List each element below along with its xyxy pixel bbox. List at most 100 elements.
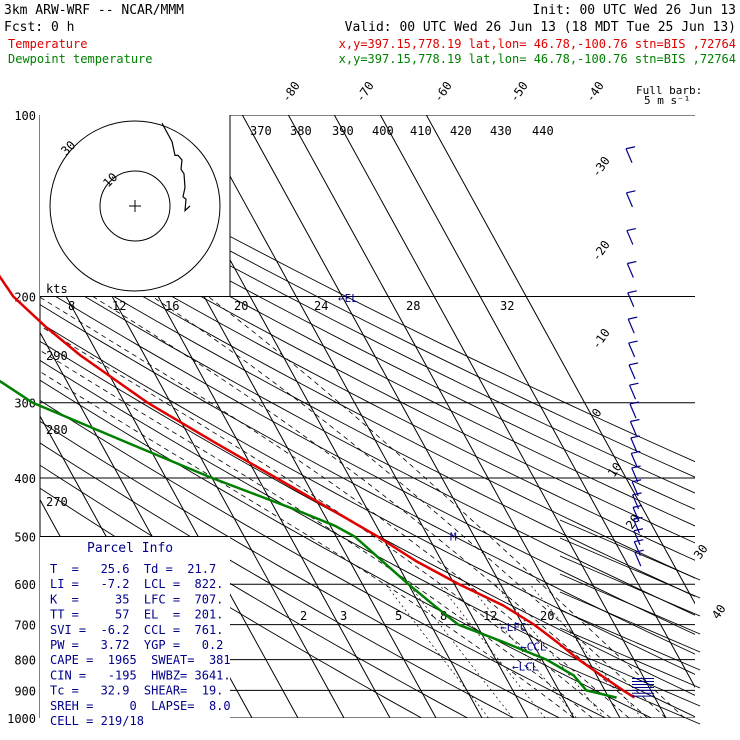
isotherm-label: 30 (691, 542, 711, 562)
dewpoint-line (0, 379, 617, 699)
isotherm-line (241, 115, 575, 718)
temperature-line (0, 274, 636, 699)
dewpoint-location-info: x,y=397.15,778.19 lat,lon= 46.78,-100.76… (339, 52, 736, 66)
theta-label: 370 (250, 124, 272, 138)
wind-barb-staff (632, 519, 641, 534)
hodograph-unit: kts (46, 282, 68, 296)
temperature-location-info: x,y=397.15,778.19 lat,lon= 46.78,-100.76… (339, 37, 736, 51)
barb-legend-line2: 5 m s⁻¹ (644, 94, 690, 107)
level-marker-lcl: ←LCL (512, 661, 539, 674)
pressure-tick-200: 200 (14, 291, 36, 305)
wind-barb-flag (629, 401, 640, 405)
init-time: Init: 00 UTC Wed 26 Jun 13 (533, 3, 737, 18)
parcel-info-rows: T = 25.6 Td = 21.7LI = -7.2 LCL = 822.K … (50, 562, 231, 728)
moist-adiabat (40, 371, 575, 718)
wind-barb-staff (631, 467, 639, 483)
wind-barb-flag (626, 190, 636, 194)
wind-barb-flag (633, 516, 643, 520)
wind-barb-flag (626, 227, 637, 232)
level-marker-lfc: ←LFC (500, 621, 527, 634)
pressure-tick-900: 900 (14, 684, 36, 698)
theta-label: 290 (46, 349, 68, 363)
wind-barb-staff (629, 421, 637, 436)
isotherm-line (425, 115, 695, 605)
wind-barb-flag (630, 435, 640, 439)
dry-adiabat (40, 359, 695, 718)
parcel-info-row: LI = -7.2 LCL = 822. (50, 577, 223, 591)
wind-barb-staff (627, 318, 635, 334)
dry-adiabat (40, 420, 560, 718)
dry-adiabat (40, 188, 695, 527)
mixing-ratio-line (438, 583, 546, 718)
theta-label: 270 (46, 495, 68, 509)
wind-barb-flag (628, 340, 638, 344)
moist-adiabat (92, 296, 648, 718)
wind-barb-staff (628, 364, 636, 380)
hodograph-speed-label: 32 (500, 299, 514, 313)
parcel-info-row: PW = 3.72 YGP = 0.2 (50, 638, 223, 652)
mixing-ratio-line (385, 583, 489, 718)
dry-adiabat (40, 130, 695, 463)
dry-adiabat (40, 322, 695, 675)
mixing-ratio-line (408, 583, 514, 718)
parcel-info-row: CIN = -195 HWBZ= 3641. (50, 668, 231, 682)
isotherm-line (379, 115, 695, 689)
isotherm-label: -10 (589, 326, 613, 352)
mixing-ratio-label: 2 (300, 609, 307, 623)
dry-adiabat (40, 340, 695, 696)
moist-adiabat (207, 296, 685, 718)
moist-adiabat (40, 296, 630, 718)
sounding-profiles: ←EL ←LFC ←CCL ←LCL M (0, 274, 636, 699)
parcel-info-row: TT = 57 EL = 201. (50, 608, 223, 622)
mixing-ratio-line (494, 583, 605, 718)
wind-barb-flag (634, 539, 644, 543)
isotherm-label: 10 (605, 460, 625, 480)
theta-label: 440 (532, 124, 554, 138)
forecast-hour: Fcst: 0 h (4, 20, 74, 35)
hodograph-trace (161, 122, 191, 213)
theta-label: 400 (372, 124, 394, 138)
wind-barb-flag (628, 362, 639, 366)
wind-barb-staff (626, 263, 634, 278)
isotherm-label: 20 (623, 512, 643, 532)
wind-barb-flag (632, 479, 642, 483)
wind-barb-staff (633, 541, 641, 556)
theta-label: 390 (332, 124, 354, 138)
pressure-tick-1000: 1000 (7, 712, 36, 726)
dewpoint-legend-label: Dewpoint temperature (8, 52, 153, 66)
isotherm-label: -30 (589, 154, 613, 180)
parcel-info-title: Parcel Info (87, 541, 173, 556)
mixing-ratio-label: 20 (540, 609, 554, 623)
wind-barb-flag (630, 418, 640, 423)
hodograph-ring (49, 120, 221, 292)
moist-adiabat (151, 296, 667, 718)
wind-barb-flag (629, 382, 639, 386)
isotherm-label: -50 (507, 79, 531, 105)
level-marker-el: ←EL (338, 292, 358, 305)
extension-line (559, 627, 701, 689)
dry-adiabat (40, 173, 695, 510)
wind-barb-staff (628, 384, 637, 400)
level-marker-m: M (450, 530, 457, 543)
wind-barb-flag (625, 146, 636, 150)
isotherm-line (333, 115, 667, 718)
mixing-ratio-label: 3 (340, 609, 347, 623)
pressure-tick-100: 100 (14, 109, 36, 123)
wind-barb-staff (633, 530, 641, 545)
wind-barb-flag (632, 492, 642, 496)
wind-barb-flag (631, 450, 641, 454)
mixing-ratio-label: 12 (483, 609, 497, 623)
isotherm-label: 40 (709, 602, 729, 622)
dry-adiabat (40, 144, 695, 478)
wind-barb-flag (627, 260, 637, 265)
hodograph-speed-label: 24 (314, 299, 328, 313)
pressure-tick-500: 500 (14, 530, 36, 544)
mixing-ratio-label: 5 (395, 609, 402, 623)
valid-time: Valid: 00 UTC Wed 26 Jun 13 (18 MDT Tue … (345, 20, 736, 35)
parcel-info-row: CAPE = 1965 SWEAT= 381 (50, 653, 231, 667)
extension-line (559, 537, 701, 599)
parcel-info-box: Parcel Info T = 25.6 Td = 21.7LI = -7.2 … (40, 537, 231, 728)
wind-barb-flag (627, 290, 637, 294)
parcel-info-row: Tc = 32.9 SHEAR= 19. (50, 684, 223, 698)
isotherm-line (287, 115, 621, 718)
